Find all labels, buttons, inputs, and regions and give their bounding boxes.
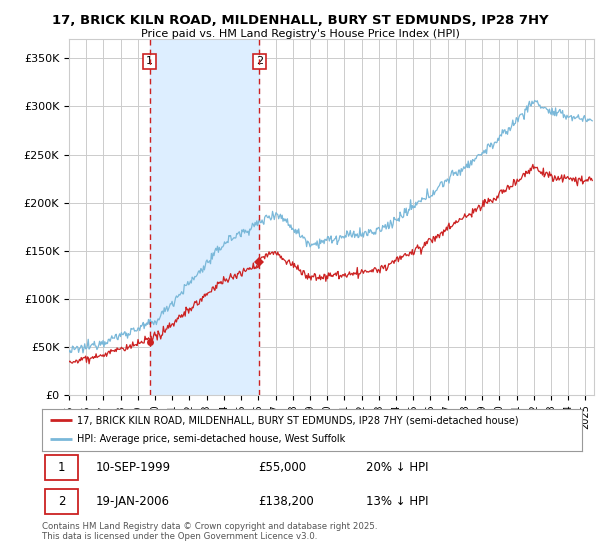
Text: 17, BRICK KILN ROAD, MILDENHALL, BURY ST EDMUNDS, IP28 7HY: 17, BRICK KILN ROAD, MILDENHALL, BURY ST… bbox=[52, 14, 548, 27]
Text: 1: 1 bbox=[58, 461, 65, 474]
Text: 2: 2 bbox=[58, 496, 65, 508]
Text: 17, BRICK KILN ROAD, MILDENHALL, BURY ST EDMUNDS, IP28 7HY (semi-detached house): 17, BRICK KILN ROAD, MILDENHALL, BURY ST… bbox=[77, 415, 519, 425]
Text: Contains HM Land Registry data © Crown copyright and database right 2025.
This d: Contains HM Land Registry data © Crown c… bbox=[42, 522, 377, 542]
Text: £55,000: £55,000 bbox=[258, 461, 306, 474]
Text: £138,200: £138,200 bbox=[258, 496, 314, 508]
Text: 10-SEP-1999: 10-SEP-1999 bbox=[96, 461, 171, 474]
FancyBboxPatch shape bbox=[45, 489, 78, 515]
Text: Price paid vs. HM Land Registry's House Price Index (HPI): Price paid vs. HM Land Registry's House … bbox=[140, 29, 460, 39]
Text: 2: 2 bbox=[256, 57, 263, 67]
Text: 13% ↓ HPI: 13% ↓ HPI bbox=[366, 496, 428, 508]
Text: HPI: Average price, semi-detached house, West Suffolk: HPI: Average price, semi-detached house,… bbox=[77, 435, 346, 445]
Text: 1: 1 bbox=[146, 57, 153, 67]
FancyBboxPatch shape bbox=[45, 455, 78, 480]
Text: 19-JAN-2006: 19-JAN-2006 bbox=[96, 496, 170, 508]
Bar bbox=[150, 39, 259, 395]
Text: 20% ↓ HPI: 20% ↓ HPI bbox=[366, 461, 428, 474]
